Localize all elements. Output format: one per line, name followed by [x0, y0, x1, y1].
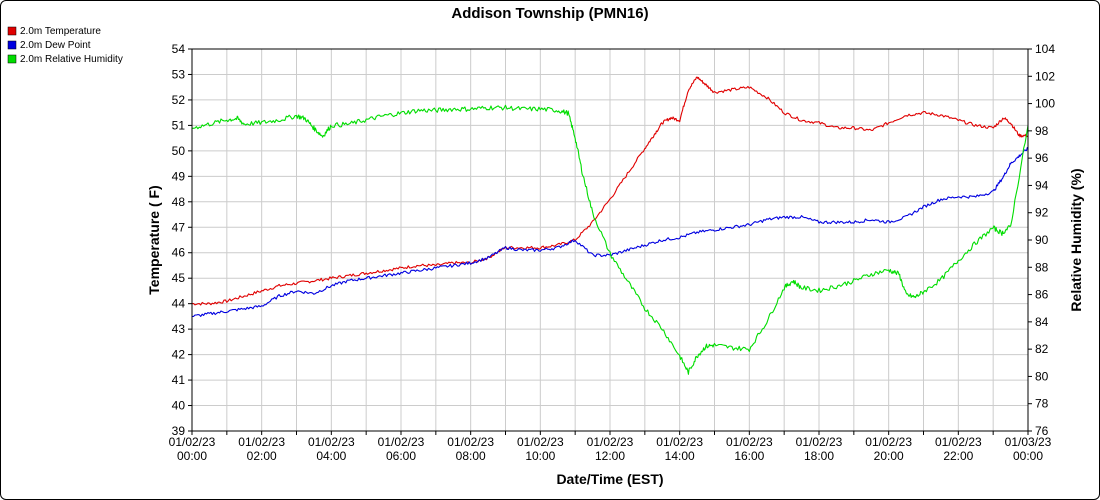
x-tick-label-time: 16:00	[734, 449, 764, 463]
right-axis-ticks: 76 78 80 82 84 86 88 90 92 94 96 98 100 102 104	[1028, 42, 1055, 438]
legend: 2.0m Temperature 2.0m Dew Point 2.0m Relat…	[7, 26, 123, 65]
x-tick-label-date: 01/02/23	[308, 435, 355, 449]
x-tick-label-date: 01/02/23	[517, 435, 564, 449]
left-axis-label: Temperature ( F)	[146, 185, 162, 294]
left-tick-label: 48	[172, 195, 186, 209]
left-tick-label: 43	[172, 322, 186, 336]
x-tick-label-time: 00:00	[177, 449, 207, 463]
left-tick-label: 42	[172, 348, 186, 362]
right-tick-label: 84	[1035, 315, 1049, 329]
series-line-0	[191, 76, 1029, 306]
left-tick-label: 49	[172, 169, 186, 183]
x-tick-label-date: 01/02/23	[447, 435, 494, 449]
x-tick-label-date: 01/02/23	[935, 435, 982, 449]
x-tick-label-time: 06:00	[386, 449, 416, 463]
left-tick-label: 52	[172, 93, 186, 107]
x-tick-label-date: 01/02/23	[378, 435, 425, 449]
x-tick-label-time: 10:00	[525, 449, 555, 463]
x-tick-label-time: 02:00	[247, 449, 277, 463]
x-tick-label-time: 12:00	[595, 449, 625, 463]
left-tick-label: 54	[172, 42, 186, 56]
right-tick-label: 102	[1035, 69, 1055, 83]
right-tick-label: 98	[1035, 124, 1049, 138]
x-tick-label-time: 22:00	[943, 449, 973, 463]
chart-title: Addison Township (PMN16)	[451, 5, 648, 22]
legend-swatch-0	[7, 26, 17, 36]
left-tick-label: 41	[172, 373, 186, 387]
x-tick-label-date: 01/02/23	[169, 435, 216, 449]
right-tick-label: 80	[1035, 369, 1049, 383]
x-axis-label: Date/Time (EST)	[556, 471, 663, 487]
right-tick-label: 94	[1035, 178, 1049, 192]
left-tick-label: 50	[172, 144, 186, 158]
right-tick-label: 92	[1035, 206, 1049, 220]
right-tick-label: 86	[1035, 288, 1049, 302]
left-tick-label: 44	[172, 297, 186, 311]
legend-label-2: 2.0m Relative Humidity	[20, 54, 123, 65]
x-axis-ticks: 01/02/2300:0001/02/2302:0001/02/2304:000…	[169, 431, 1052, 463]
left-tick-label: 45	[172, 271, 186, 285]
x-tick-label-time: 08:00	[456, 449, 486, 463]
x-tick-label-time: 04:00	[316, 449, 346, 463]
left-tick-label: 40	[172, 399, 186, 413]
x-tick-label-time: 18:00	[804, 449, 834, 463]
left-tick-label: 47	[172, 220, 186, 234]
x-tick-label-date: 01/02/23	[796, 435, 843, 449]
x-tick-label-date: 01/02/23	[238, 435, 285, 449]
x-tick-label-date: 01/02/23	[656, 435, 703, 449]
right-tick-label: 78	[1035, 397, 1049, 411]
left-tick-label: 51	[172, 118, 186, 132]
x-tick-label-time: 14:00	[665, 449, 695, 463]
x-tick-label-time: 00:00	[1013, 449, 1043, 463]
right-tick-label: 90	[1035, 233, 1049, 247]
legend-swatch-2	[7, 54, 17, 64]
x-tick-label-date: 01/02/23	[726, 435, 773, 449]
series-lines	[191, 76, 1029, 375]
left-tick-label: 46	[172, 246, 186, 260]
grid	[191, 48, 1029, 432]
legend-label-0: 2.0m Temperature	[20, 26, 101, 37]
right-tick-label: 88	[1035, 260, 1049, 274]
legend-label-1: 2.0m Dew Point	[20, 40, 91, 51]
right-tick-label: 82	[1035, 342, 1049, 356]
x-tick-label-time: 20:00	[874, 449, 904, 463]
legend-swatch-1	[7, 40, 17, 50]
x-tick-label-date: 01/02/23	[587, 435, 634, 449]
x-tick-label-date: 01/03/23	[1005, 435, 1052, 449]
x-tick-label-date: 01/02/23	[865, 435, 912, 449]
left-tick-label: 39	[172, 424, 186, 438]
series-line-2	[191, 104, 1029, 375]
left-axis-ticks: 39 40 41 42 43 44 45 46 47 48 49 50 51 52 53 54	[172, 42, 192, 438]
right-tick-label: 104	[1035, 42, 1055, 56]
right-axis-label: Relative Humidity (%)	[1068, 168, 1084, 311]
left-tick-label: 53	[172, 67, 186, 81]
series-line-1	[191, 146, 1029, 318]
right-tick-label: 96	[1035, 151, 1049, 165]
right-tick-label: 100	[1035, 97, 1055, 111]
right-tick-label: 76	[1035, 424, 1049, 438]
